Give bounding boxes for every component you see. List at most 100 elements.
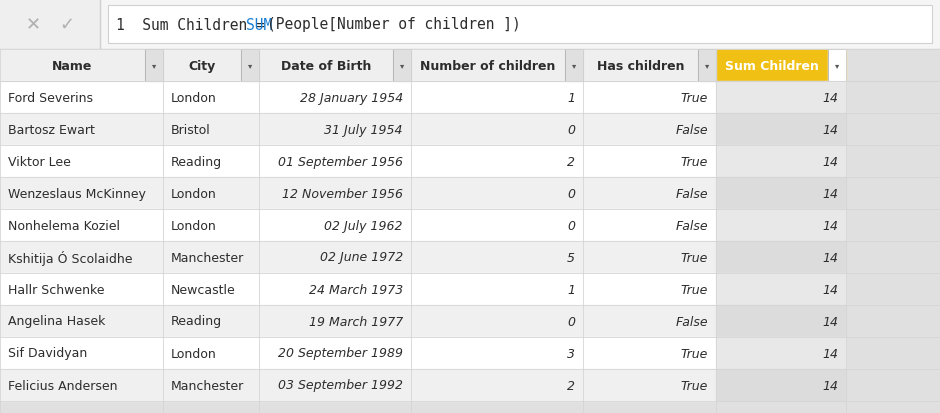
- Bar: [716, 337, 846, 369]
- Bar: [259, 337, 411, 369]
- Text: 2: 2: [567, 379, 575, 392]
- Text: Manchester: Manchester: [171, 251, 244, 264]
- Text: Has children: Has children: [597, 59, 684, 72]
- Text: London: London: [171, 219, 217, 232]
- Text: Nonhelema Koziel: Nonhelema Koziel: [8, 219, 120, 232]
- Bar: [163, 337, 259, 369]
- Text: True: True: [681, 347, 708, 360]
- Bar: [583, 82, 716, 114]
- Text: 12 November 1956: 12 November 1956: [282, 187, 403, 200]
- Bar: [828, 50, 846, 82]
- Text: London: London: [171, 91, 217, 104]
- Bar: [0, 273, 163, 305]
- Text: 14: 14: [822, 315, 838, 328]
- Text: Number of children: Number of children: [420, 59, 556, 72]
- Bar: [411, 273, 583, 305]
- Bar: [0, 0, 100, 50]
- Bar: [259, 305, 411, 337]
- Text: 28 January 1954: 28 January 1954: [300, 91, 403, 104]
- Text: Wenzeslaus McKinney: Wenzeslaus McKinney: [8, 187, 146, 200]
- Text: Name: Name: [53, 59, 93, 72]
- Text: ✓: ✓: [59, 16, 74, 34]
- Text: 3: 3: [567, 347, 575, 360]
- Bar: [241, 50, 259, 82]
- Bar: [259, 369, 411, 401]
- Text: 14: 14: [822, 123, 838, 136]
- Text: 24 March 1973: 24 March 1973: [308, 283, 403, 296]
- Bar: [0, 114, 163, 146]
- Bar: [163, 369, 259, 401]
- Text: 20 September 1989: 20 September 1989: [278, 347, 403, 360]
- Bar: [583, 50, 716, 82]
- Bar: [259, 178, 411, 209]
- Text: 19 March 1977: 19 March 1977: [308, 315, 403, 328]
- Text: (People[Number of children ]): (People[Number of children ]): [267, 17, 521, 33]
- Bar: [716, 178, 846, 209]
- Text: ▾: ▾: [400, 62, 404, 70]
- Bar: [411, 369, 583, 401]
- Text: 14: 14: [822, 347, 838, 360]
- Bar: [259, 82, 411, 114]
- Text: ▾: ▾: [705, 62, 709, 70]
- Bar: [0, 82, 163, 114]
- Text: London: London: [171, 347, 217, 360]
- Bar: [411, 114, 583, 146]
- Bar: [565, 50, 583, 82]
- Bar: [716, 50, 846, 82]
- Bar: [259, 242, 411, 273]
- Bar: [716, 209, 846, 242]
- Text: 02 June 1972: 02 June 1972: [320, 251, 403, 264]
- Text: 14: 14: [822, 155, 838, 168]
- Bar: [411, 178, 583, 209]
- Bar: [0, 209, 163, 242]
- Bar: [163, 50, 259, 82]
- Bar: [411, 82, 583, 114]
- Text: ✕: ✕: [25, 16, 40, 34]
- Bar: [583, 305, 716, 337]
- Bar: [259, 273, 411, 305]
- Text: Date of Birth: Date of Birth: [281, 59, 371, 72]
- Text: 31 July 1954: 31 July 1954: [324, 123, 403, 136]
- Bar: [259, 114, 411, 146]
- Bar: [716, 242, 846, 273]
- Bar: [698, 50, 716, 82]
- Text: Ford Severins: Ford Severins: [8, 91, 93, 104]
- Bar: [393, 50, 411, 82]
- Bar: [163, 242, 259, 273]
- Bar: [0, 337, 163, 369]
- Text: 14: 14: [822, 219, 838, 232]
- Bar: [108, 6, 932, 44]
- Bar: [716, 146, 846, 178]
- Bar: [145, 50, 163, 82]
- Bar: [411, 146, 583, 178]
- Bar: [0, 146, 163, 178]
- Text: 5: 5: [567, 251, 575, 264]
- Bar: [259, 146, 411, 178]
- Text: 14: 14: [822, 91, 838, 104]
- Bar: [716, 82, 846, 114]
- Text: True: True: [681, 379, 708, 392]
- Text: True: True: [681, 283, 708, 296]
- Bar: [716, 114, 846, 146]
- Bar: [583, 337, 716, 369]
- Text: Sum Children: Sum Children: [725, 59, 819, 72]
- Bar: [163, 146, 259, 178]
- Bar: [411, 305, 583, 337]
- Bar: [716, 369, 846, 401]
- Text: ▾: ▾: [152, 62, 156, 70]
- Text: True: True: [681, 91, 708, 104]
- Bar: [163, 114, 259, 146]
- Bar: [411, 337, 583, 369]
- Text: Reading: Reading: [171, 155, 222, 168]
- Text: Angelina Hasek: Angelina Hasek: [8, 315, 105, 328]
- Text: 02 July 1962: 02 July 1962: [324, 219, 403, 232]
- Bar: [163, 273, 259, 305]
- Text: 03 September 1992: 03 September 1992: [278, 379, 403, 392]
- Text: 14: 14: [822, 187, 838, 200]
- Text: Hallr Schwenke: Hallr Schwenke: [8, 283, 104, 296]
- Bar: [565, 50, 583, 82]
- Text: False: False: [675, 219, 708, 232]
- Bar: [163, 82, 259, 114]
- Bar: [0, 305, 163, 337]
- Text: 14: 14: [822, 379, 838, 392]
